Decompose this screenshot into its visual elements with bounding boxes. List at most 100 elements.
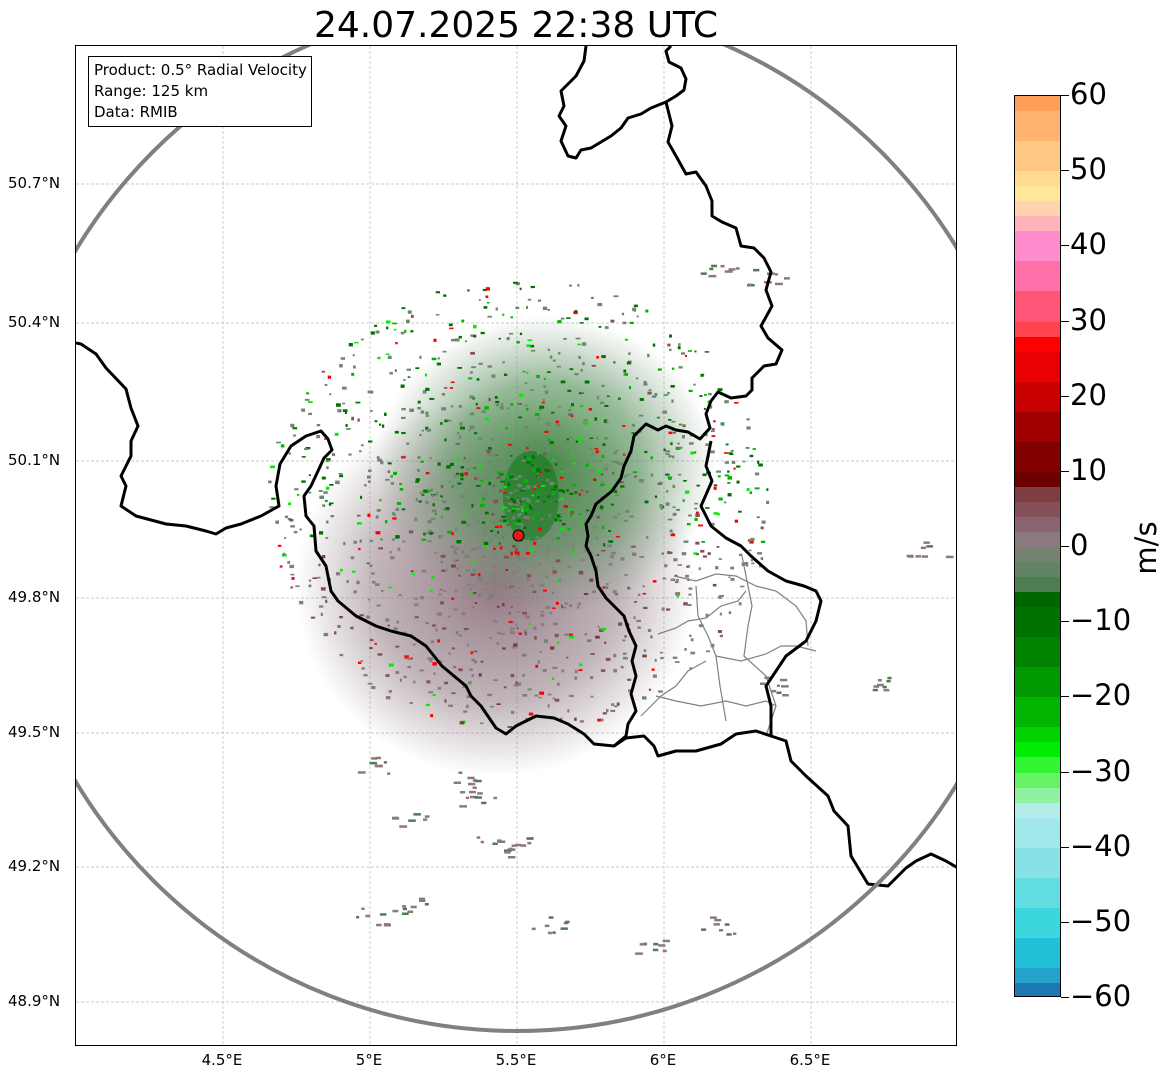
echo-bin: [421, 494, 425, 496]
echo-bin: [731, 460, 736, 464]
echo-bin: [590, 653, 595, 655]
echo-bin: [500, 633, 505, 635]
echo-bin: [580, 559, 586, 561]
echo-bin: [577, 438, 583, 442]
echo-bin: [872, 688, 878, 692]
echo-bin: [546, 553, 549, 556]
echo-bin: [330, 515, 335, 518]
echo-bin: [488, 397, 491, 402]
echo-bin: [677, 564, 682, 566]
echo-bin: [385, 674, 390, 677]
echo-bin: [526, 344, 531, 348]
echo-bin: [280, 444, 285, 448]
echo-bin: [530, 490, 534, 493]
colorbar-tick-label: 30: [1070, 302, 1107, 337]
echo-bin: [689, 634, 692, 637]
echo-bin: [582, 361, 585, 366]
echo-bin: [473, 334, 477, 338]
echo-bin: [592, 526, 597, 529]
echo-bin: [560, 317, 565, 320]
echo-bin: [440, 495, 443, 498]
echo-bin: [522, 487, 526, 490]
echo-bin: [381, 589, 384, 593]
echo-bin: [548, 916, 554, 919]
echo-bin: [657, 368, 662, 371]
echo-bin: [544, 430, 549, 433]
echo-bin: [360, 338, 364, 341]
echo-bin: [437, 686, 442, 690]
echo-bin: [518, 453, 521, 455]
echo-bin: [481, 497, 486, 501]
lat-tick-50-7: 50.7°N: [8, 174, 61, 192]
echo-bin: [388, 690, 392, 693]
echo-bin: [426, 680, 431, 684]
region-border-6: [741, 555, 777, 737]
echo-bin: [363, 674, 368, 677]
echo-bin: [537, 510, 541, 514]
echo-bin: [463, 514, 467, 516]
lon-tick-5-5: 5.5°E: [495, 1051, 537, 1069]
echo-bin: [402, 540, 406, 543]
echo-bin: [537, 562, 542, 565]
echo-bin: [544, 390, 549, 394]
echo-bin: [269, 506, 275, 509]
echo-bin: [417, 407, 422, 410]
echo-bin: [642, 696, 647, 700]
echo-bin: [460, 550, 465, 554]
echo-bin: [484, 511, 489, 515]
echo-bin: [434, 552, 437, 554]
echo-bin: [460, 466, 465, 469]
echo-bin: [591, 296, 594, 299]
echo-bin: [684, 648, 687, 651]
echo-bin: [750, 559, 753, 562]
colorbar-tick-label: 10: [1070, 452, 1107, 487]
echo-bin: [771, 689, 777, 693]
echo-bin: [607, 544, 612, 548]
echo-bin: [526, 837, 534, 840]
echo-bin: [440, 601, 444, 605]
echo-bin: [505, 426, 508, 430]
colorbar-tick-mark: [1061, 621, 1069, 623]
echo-bin: [296, 494, 300, 496]
echo-bin: [452, 665, 457, 669]
echo-bin: [376, 923, 382, 927]
echo-bin: [503, 686, 507, 689]
echo-bin: [510, 551, 513, 556]
echo-bin: [491, 574, 495, 578]
echo-bin: [502, 361, 505, 364]
echo-bin: [568, 633, 573, 637]
echo-bin: [410, 330, 414, 333]
echo-bin: [569, 284, 572, 287]
echo-bin: [631, 423, 635, 427]
echo-bin: [458, 574, 461, 577]
echo-bin: [713, 923, 720, 926]
echo-bin: [647, 353, 650, 358]
echo-bin: [688, 587, 693, 590]
echo-bin: [538, 696, 542, 699]
echo-bin: [515, 624, 518, 626]
echo-bin: [448, 323, 453, 327]
echo-bin: [694, 451, 697, 454]
echo-bin: [589, 502, 593, 506]
echo-bin: [463, 456, 466, 460]
echo-bin: [367, 390, 372, 394]
echo-bin: [512, 443, 515, 447]
echo-bin: [563, 337, 567, 340]
echo-bin: [708, 274, 717, 278]
echo-bin: [467, 776, 475, 780]
echo-bin: [522, 673, 525, 677]
echo-bin: [419, 899, 426, 902]
echo-bin: [401, 456, 406, 459]
echo-bin: [738, 602, 742, 606]
echo-bin: [688, 514, 692, 517]
echo-bin: [566, 317, 571, 319]
echo-bin: [478, 299, 481, 301]
echo-bin: [455, 567, 460, 570]
echo-bin: [485, 295, 489, 298]
echo-bin: [675, 592, 681, 596]
echo-bin: [525, 404, 528, 407]
echo-bin: [464, 555, 470, 558]
echo-bin: [671, 367, 675, 370]
echo-bin: [484, 493, 489, 497]
echo-bin: [672, 512, 677, 516]
